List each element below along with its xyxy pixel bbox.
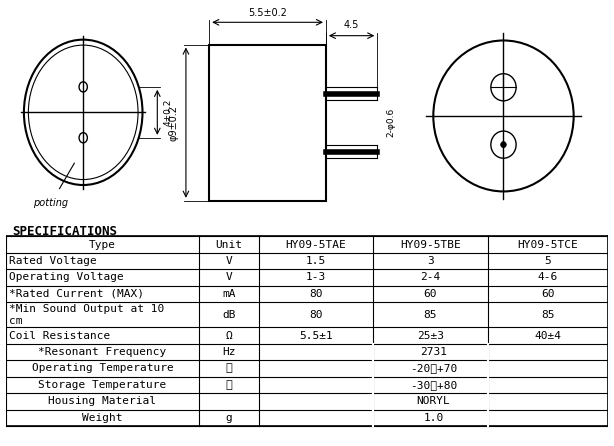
Text: 5.5±0.2: 5.5±0.2 <box>248 8 287 18</box>
Text: 2-φ0.6: 2-φ0.6 <box>387 108 395 137</box>
Text: ℃: ℃ <box>225 363 232 373</box>
Text: 60: 60 <box>424 289 437 299</box>
Text: Storage Temperature: Storage Temperature <box>38 380 166 390</box>
Text: 25±3: 25±3 <box>417 330 444 341</box>
Text: *Min Sound Output at 10
cm: *Min Sound Output at 10 cm <box>9 304 165 326</box>
Text: Coil Resistance: Coil Resistance <box>9 330 111 341</box>
Text: 4-6: 4-6 <box>538 273 558 282</box>
Text: Ω: Ω <box>225 330 232 341</box>
Text: potting: potting <box>33 198 68 208</box>
Text: 2731: 2731 <box>420 347 447 357</box>
Text: *Rated Current (MAX): *Rated Current (MAX) <box>9 289 144 299</box>
Text: -30～+80: -30～+80 <box>410 380 457 390</box>
Text: mA: mA <box>222 289 236 299</box>
Text: 85: 85 <box>541 310 554 320</box>
Text: 1.0: 1.0 <box>423 413 443 423</box>
Text: HY09-5TCE: HY09-5TCE <box>518 240 578 250</box>
Text: 40±4: 40±4 <box>534 330 561 341</box>
Text: HY09-5TAE: HY09-5TAE <box>286 240 346 250</box>
Text: 80: 80 <box>309 289 323 299</box>
Text: 1-3: 1-3 <box>306 273 326 282</box>
Text: Operating Temperature: Operating Temperature <box>31 363 173 373</box>
Text: 80: 80 <box>309 310 323 320</box>
Text: V: V <box>225 256 232 266</box>
Text: 4.5: 4.5 <box>344 21 359 30</box>
Text: g: g <box>225 413 232 423</box>
Text: Hz: Hz <box>222 347 236 357</box>
Text: 2-4: 2-4 <box>420 273 440 282</box>
Circle shape <box>500 142 507 148</box>
Text: ℃: ℃ <box>225 380 232 390</box>
Text: dB: dB <box>222 310 236 320</box>
Text: Rated Voltage: Rated Voltage <box>9 256 97 266</box>
Text: 60: 60 <box>541 289 554 299</box>
Text: SPECIFICATIONS: SPECIFICATIONS <box>12 225 117 238</box>
Text: *Resonant Frequency: *Resonant Frequency <box>38 347 166 357</box>
Text: Type: Type <box>89 240 116 250</box>
Text: 5.5±1: 5.5±1 <box>299 330 333 341</box>
Text: Unit: Unit <box>216 240 243 250</box>
Text: -20～+70: -20～+70 <box>410 363 457 373</box>
Text: Operating Voltage: Operating Voltage <box>9 273 124 282</box>
Text: NORYL: NORYL <box>416 396 450 406</box>
Text: 5: 5 <box>545 256 551 266</box>
Text: HY09-5TBE: HY09-5TBE <box>400 240 460 250</box>
Text: V: V <box>225 273 232 282</box>
Text: 4±0.2: 4±0.2 <box>163 99 173 126</box>
Text: φ9±0.2: φ9±0.2 <box>169 105 179 140</box>
Text: Weight: Weight <box>82 413 123 423</box>
Text: 85: 85 <box>424 310 437 320</box>
Text: 3: 3 <box>427 256 433 266</box>
Bar <box>209 45 326 201</box>
Text: Housing Material: Housing Material <box>49 396 157 406</box>
Text: 1.5: 1.5 <box>306 256 326 266</box>
